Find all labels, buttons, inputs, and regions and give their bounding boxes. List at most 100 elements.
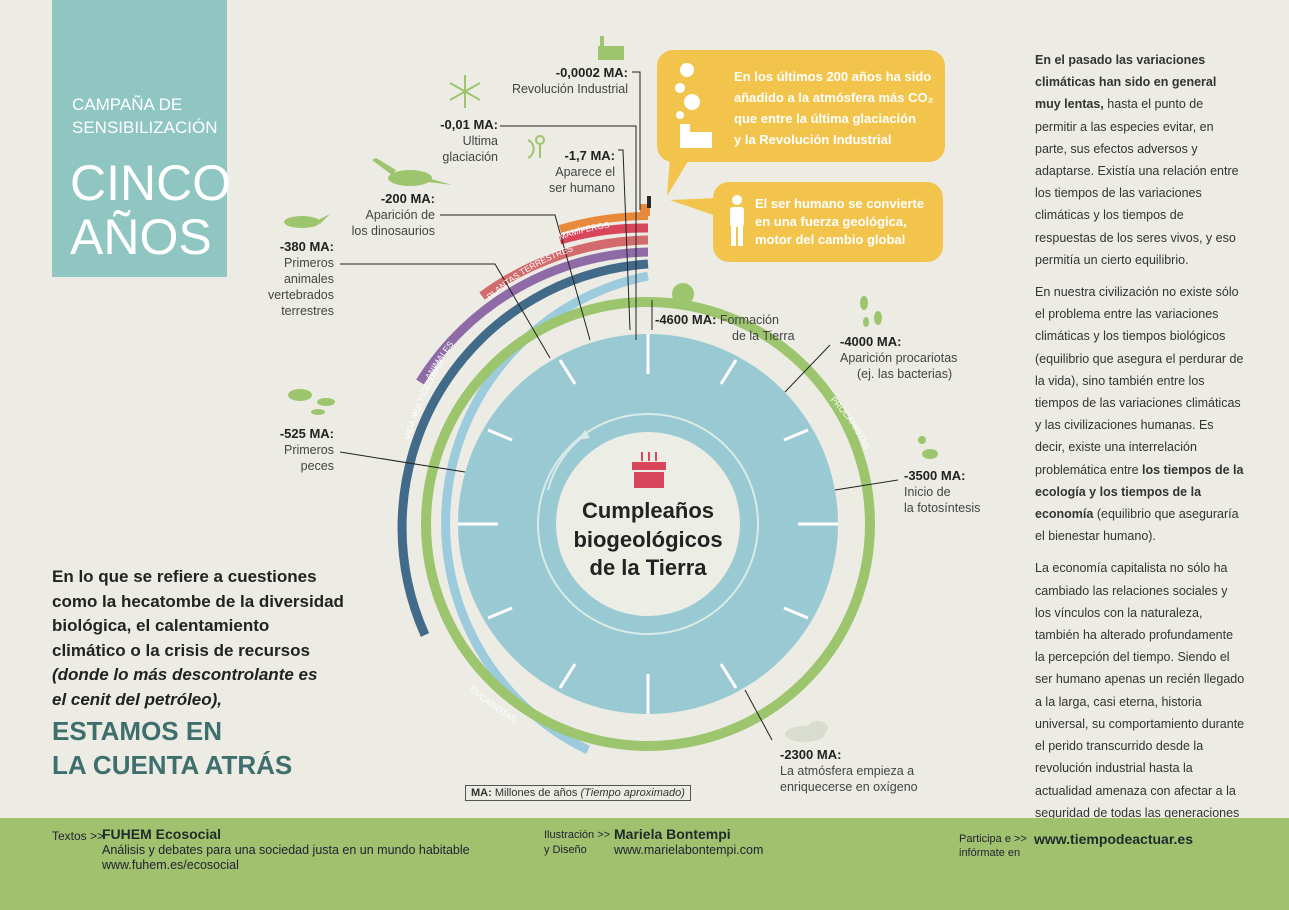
milestone-desc: Aparición procariotas xyxy=(840,351,958,365)
page-title: CINCO AÑOS xyxy=(70,156,231,264)
p2-a: En nuestra civilización no existe sólo e… xyxy=(1035,285,1244,477)
present-marker xyxy=(647,196,651,208)
footer-illus-label-2: y Diseño xyxy=(544,844,587,856)
snowflake-icon xyxy=(449,75,481,108)
leader-lines xyxy=(339,71,899,741)
person-icon xyxy=(730,195,744,246)
footer xyxy=(0,818,1289,910)
human-force-bubble xyxy=(713,182,943,262)
dinosaur-icon xyxy=(372,158,452,186)
milestone-dinosaurios: -200 MA: Aparición de los dinosaurios xyxy=(335,191,435,239)
cake-icon xyxy=(632,452,666,488)
milestone-desc: peces xyxy=(300,459,334,473)
milestone-ma: -2300 MA: xyxy=(780,747,842,762)
p2-bold: los tiempos de la ecología y los tiempos… xyxy=(1035,462,1244,522)
arc-plantas xyxy=(479,235,649,300)
milestone-glaciacion: -0,01 MA: Ultima glaciación xyxy=(402,117,498,165)
milestone-desc: Revolución Industrial xyxy=(511,82,628,96)
milestone-ser-humano: -1,7 MA: Aparece el ser humano xyxy=(535,148,615,196)
bubble-line: en una fuerza geológica, xyxy=(755,214,907,229)
milestone-desc: animales xyxy=(283,272,334,286)
paragraph-1: En el pasado las variaciones climáticas … xyxy=(1035,49,1245,271)
quote-line: biológica, el calentamiento xyxy=(52,616,270,635)
milestone-desc: los dinosaurios xyxy=(351,224,435,238)
milestone-desc: Inicio de xyxy=(904,485,951,499)
milestone-desc: Aparición de xyxy=(365,208,436,222)
bubble-pointer xyxy=(667,158,690,196)
center-title-line: biogeológicos xyxy=(573,526,723,552)
milestone-ma: -3500 MA: xyxy=(904,468,966,483)
milestone-revolucion-industrial: -0,0002 MA: Revolución Industrial xyxy=(510,65,628,97)
milestone-animales-terrestres: -380 MA: Primeros animales vertebrados t… xyxy=(250,239,334,319)
co2-bubble-text: En los últimos 200 años ha sido añadido … xyxy=(734,66,933,150)
milestone-desc: Ultima xyxy=(462,134,498,148)
milestone-desc: Primeros xyxy=(283,256,334,270)
bubble-line: El ser humano se convierte xyxy=(755,196,925,211)
milestone-ma: -1,7 MA: xyxy=(564,148,615,163)
factory-icon xyxy=(598,36,624,60)
center-title-line: de la Tierra xyxy=(589,555,707,580)
milestone-desc: de la Tierra xyxy=(732,329,795,343)
quote-line: climático o la crisis de recursos xyxy=(52,640,310,660)
campaign-header-box xyxy=(52,0,227,277)
countdown-line-2: LA CUENTA ATRÁS xyxy=(52,750,293,780)
milestone-desc: Formación xyxy=(719,313,779,327)
arc-animales xyxy=(416,247,649,385)
milestone-fotosintesis: -3500 MA: Inicio de la fotosíntesis xyxy=(904,468,1014,516)
milestone-desc: Aparece el xyxy=(555,165,615,179)
milestone-ma: -4600 MA: xyxy=(655,312,717,327)
footer-illus-name: Mariela Bontempi xyxy=(614,826,731,842)
milestone-desc: enriquecerse en oxígeno xyxy=(780,780,918,794)
left-quote: En lo que se refiere a cuestiones como l… xyxy=(52,565,352,712)
milestone-formacion-tierra: -4600 MA: Formación de la Tierra xyxy=(655,312,815,344)
center-title-line: Cumpleaños xyxy=(581,498,715,523)
ma-text: Millones de años xyxy=(494,787,578,799)
arc-mamiferos xyxy=(558,223,649,245)
rotation-arrowhead xyxy=(578,430,590,440)
countdown-line-1: ESTAMOS EN xyxy=(52,716,222,746)
ma-italic: (Tiempo aproximado) xyxy=(580,787,685,799)
bubble2-pointer xyxy=(670,198,716,216)
footer-texts-label: Textos >> xyxy=(52,829,105,843)
milestone-ma: -525 MA: xyxy=(279,426,334,441)
factory-smoke-icon xyxy=(675,63,712,148)
bubble-line: motor del cambio global xyxy=(755,232,906,247)
p2-c: (equilibrio que aseguraría el bienestar … xyxy=(1035,507,1239,544)
footer-illus-url[interactable]: www.marielabontempi.com xyxy=(614,843,764,857)
footer-participa-label: Participa e >> xyxy=(959,833,1027,845)
milestone-ma: -200 MA: xyxy=(380,191,435,206)
milestone-procariotas: -4000 MA: Aparición procariotas (ej. las… xyxy=(840,334,980,382)
milestone-ma: -0,01 MA: xyxy=(440,117,498,132)
milestone-desc: terrestres xyxy=(281,304,334,318)
milestone-oxigeno: -2300 MA: La atmósfera empieza a enrique… xyxy=(780,747,950,795)
p1-rest: hasta el punto de permitir a las especie… xyxy=(1035,97,1239,267)
milestone-peces: -525 MA: Primeros peces xyxy=(250,426,334,474)
diagram-center-title: Cumpleaños biogeológicos de la Tierra xyxy=(548,497,748,583)
earth-birthday-diagram: MAMÍFEROS PLANTAS TERRESTRES ANIMALES VI… xyxy=(284,36,938,755)
campaign-line-1: CAMPAÑA DE xyxy=(72,95,183,114)
clock-ticks xyxy=(458,334,838,714)
footer-texts-url[interactable]: www.fuhem.es/ecosocial xyxy=(102,858,239,872)
milestone-desc: La atmósfera empieza a xyxy=(780,764,915,778)
right-column-text: En el pasado las variaciones climáticas … xyxy=(1035,49,1245,856)
milestone-desc: glaciación xyxy=(442,150,498,164)
title-line-1: CINCO xyxy=(70,155,232,211)
human-force-text: El ser humano se convierte en una fuerza… xyxy=(755,195,924,249)
center-circle xyxy=(556,432,740,616)
paragraph-2: En nuestra civilización no existe sólo e… xyxy=(1035,281,1245,547)
paragraph-3: La economía capitalista no sólo ha cambi… xyxy=(1035,561,1245,841)
quote-line: como la hecatombe de la diversidad xyxy=(52,591,344,611)
campaign-line-2: SENSIBILIZACIÓN xyxy=(72,118,218,137)
quote-line: En lo que se refiere a cuestiones xyxy=(52,567,317,586)
countdown-heading: ESTAMOS EN LA CUENTA ATRÁS xyxy=(52,714,292,782)
campaign-label: CAMPAÑA DE SENSIBILIZACIÓN xyxy=(72,93,217,139)
p1-bold: En el pasado las variaciones climáticas … xyxy=(1035,53,1217,112)
hunter-icon xyxy=(527,135,545,159)
cloud-icon xyxy=(785,721,828,742)
quote-line: el cenit del petróleo), xyxy=(52,689,223,709)
footer-participa-url[interactable]: www.tiempodeactuar.es xyxy=(1034,831,1193,847)
title-line-2: AÑOS xyxy=(70,209,212,265)
milestone-ma: -380 MA: xyxy=(279,239,334,254)
footer-texts-org: FUHEM Ecosocial xyxy=(102,826,222,842)
milestone-desc: (ej. las bacterias) xyxy=(857,367,953,381)
